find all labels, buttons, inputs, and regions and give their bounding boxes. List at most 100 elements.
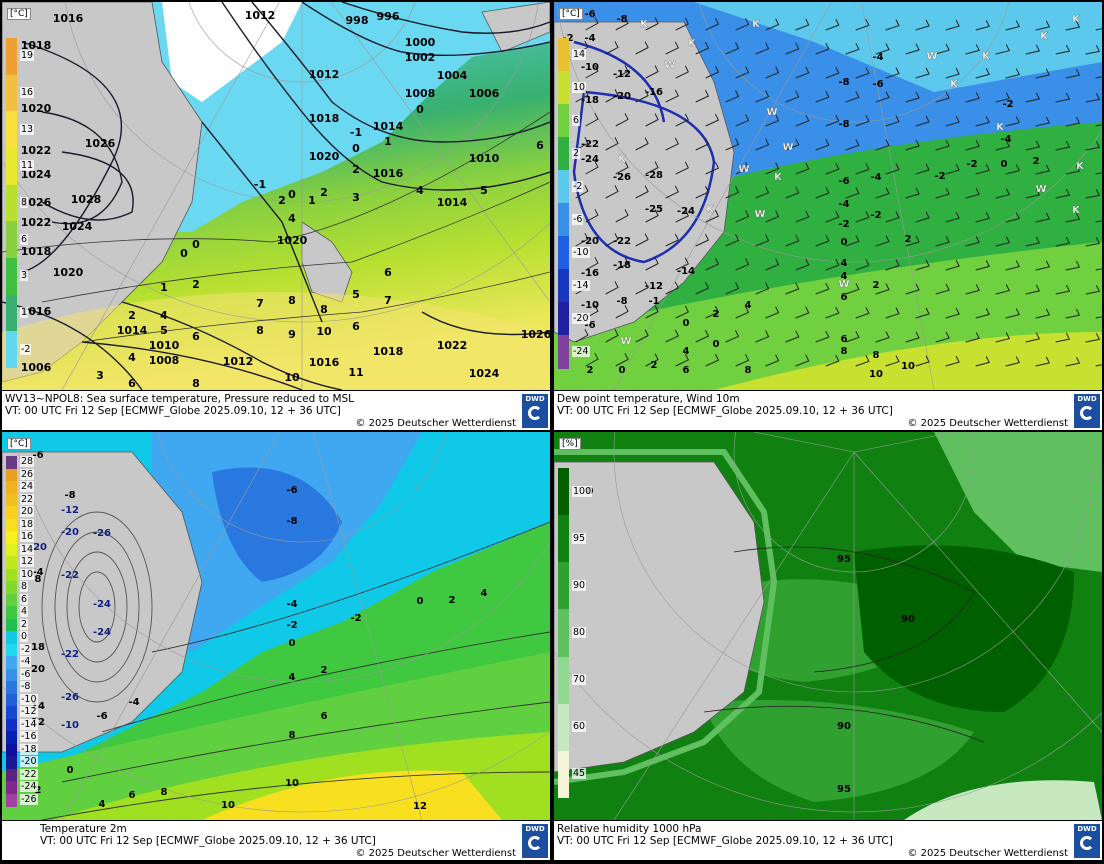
wind-barb [665,185,679,199]
map-label: -1 [254,178,266,191]
wind-barb [945,307,960,319]
map-label: -2 [286,620,297,631]
map-label: -6 [838,176,849,187]
wind-barb [1035,308,1051,319]
map-label: K [618,154,627,165]
wind-barb [585,352,599,367]
map-label: -1 [350,126,362,139]
map-label: 5 [352,288,360,301]
legend-label: 10 [20,568,35,580]
rh-map[interactable]: 095909095 [554,432,1102,820]
map-label: -20 [613,91,631,102]
map-label: W [766,107,777,118]
wind-barb [935,187,950,199]
sst-map-canvas: 1016 1012 998 99610001002100410181012100610… [2,2,550,390]
wind-barb [735,162,750,175]
map-label: 0 [1001,159,1008,170]
dewpoint-map[interactable]: -6-8KKKK-2-4K-4WK-10-12W-8-6K-18-20-16-8… [554,2,1102,390]
dwd-logo: DWD [1074,394,1100,428]
legend-swatch [558,71,569,105]
wind-barb [945,19,960,31]
wind-barb [675,17,689,31]
wind-barb [915,163,930,175]
legend-swatch [558,104,569,138]
legend-swatch [6,493,17,507]
legend-swatch [6,593,17,607]
wind-barb [725,90,740,103]
sst-map[interactable]: 1016 1012 998 996 1000 1002 1004 1018 1012 1006 10… [2,2,550,390]
legend-label: 18 [20,518,35,530]
wind-barb [635,281,649,295]
dwd-swirl-icon [1080,406,1094,420]
dwd-swirl-icon [528,836,542,850]
wind-barb [875,187,890,199]
map-label: 0 [288,188,296,201]
map-label: -22 [613,236,631,247]
legend-swatch [6,258,17,296]
wind-barb [605,41,619,55]
legend-swatch [6,481,17,494]
legend-swatch [6,38,17,76]
legend-swatch [6,668,17,682]
wind-barb [1055,92,1071,103]
t2m-map-canvas: -6-8-12-6-8-20 -26-20-4 -228-24 0 24-4-2-2-2… [2,432,550,820]
graticule [2,432,550,820]
legend-swatch [6,631,17,644]
legend-label: -8 [20,681,32,693]
wind-barb [785,90,800,103]
map-label: 6 [128,377,136,390]
legend-label: 3 [20,270,29,282]
wind-barb [645,161,659,175]
map-label: 1018 [373,345,404,358]
map-label: 1016 [309,356,340,369]
wind-barb [855,19,870,31]
wind-barb [665,281,679,295]
legend-label: 90 [572,579,587,591]
legend-label: -18 [20,743,38,755]
wind-barb [705,65,720,79]
wind-barb [645,65,659,79]
wind-barb [815,42,830,55]
map-label: 1020 [309,150,340,163]
map-label: 8 [841,346,848,357]
legend-swatch [6,643,17,657]
wind-barb [725,282,740,295]
wind-barb [725,42,740,55]
map-label: K [640,19,649,30]
rh-map-canvas: 095909095 [554,432,1102,820]
legend-label: 60 [572,721,587,733]
legend-swatch [6,506,17,519]
map-label: -8 [616,14,627,25]
wind-barb [965,284,980,295]
map-label: 1020 [277,234,308,247]
map-label: 8 [35,574,42,585]
t2m-map[interactable]: -6 -8 -12 -6 -8 -20 -26 -20 -4 -22 8 -24 0 2 4 -4 -2 -2 -2… [2,432,550,820]
map-label: 2 [192,278,200,291]
sst-isotherms [2,111,550,343]
wind-barb [755,90,770,103]
wind-barb [665,89,679,103]
map-label: -26 [613,172,631,183]
wind-barb [735,258,750,271]
map-label: 1022 [21,216,52,229]
map-label: -10 [581,62,599,73]
legend-swatch [6,743,17,757]
map-label: -20 [29,542,47,553]
map-label: 0 [619,365,626,376]
map-label: 10 [221,800,235,811]
map-label: 95 [837,554,851,565]
wind-barb [975,212,990,223]
wind-barb [1005,356,1021,367]
legend-swatch [558,703,569,752]
legend-swatch [558,515,569,563]
map-label: 1014 [437,196,468,209]
map-label: 1020 [53,266,84,279]
wind-barb [915,67,930,79]
wind-barb [975,20,990,31]
map-label: 1008 [149,354,180,367]
wind-barb [695,89,710,103]
map-label: K [774,172,783,183]
legend-swatch [558,38,569,72]
wind-barb [695,137,710,151]
map-label: 4 [99,799,106,810]
